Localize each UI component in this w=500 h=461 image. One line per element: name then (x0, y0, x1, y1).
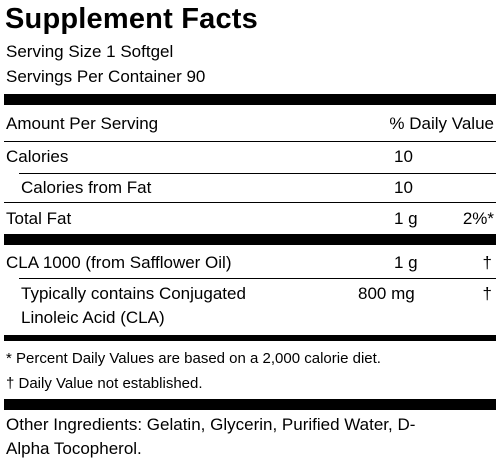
cla-daily-value: † (482, 253, 492, 272)
cla-content-label-line2: Linoleic Acid (CLA) (21, 308, 165, 327)
thick-divider (4, 94, 496, 105)
calories-from-fat-amount: 10 (394, 178, 413, 197)
other-ingredients-line1: Other Ingredients: Gelatin, Glycerin, Pu… (6, 415, 416, 434)
cla-content-amount: 800 mg (358, 284, 415, 303)
medium-divider (4, 335, 496, 341)
calories-label: Calories (6, 147, 69, 166)
cla-content-label-line1: Typically contains Conjugated (21, 284, 246, 303)
calories-from-fat-label: Calories from Fat (21, 178, 152, 197)
divider (19, 173, 496, 174)
total-fat-label: Total Fat (6, 209, 72, 228)
footnote-daily-values: * Percent Daily Values are based on a 2,… (6, 350, 381, 367)
footnote-not-established: † Daily Value not established. (6, 375, 203, 392)
daily-value-header: % Daily Value (389, 114, 494, 133)
divider (4, 141, 496, 142)
amount-per-serving-header: Amount Per Serving (6, 114, 159, 133)
divider (19, 278, 496, 279)
cla-label: CLA 1000 (from Safflower Oil) (6, 253, 232, 272)
servings-per-container: Servings Per Container 90 (6, 67, 206, 86)
panel-title: Supplement Facts (5, 3, 258, 35)
serving-size: Serving Size 1 Softgel (6, 42, 174, 61)
total-fat-daily-value: 2%* (462, 209, 494, 228)
total-fat-amount: 1 g (394, 209, 418, 228)
cla-amount: 1 g (394, 253, 418, 272)
other-ingredients-line2: Alpha Tocopherol. (6, 439, 142, 458)
divider (4, 202, 496, 203)
thick-divider (4, 234, 496, 245)
calories-amount: 10 (394, 147, 413, 166)
cla-content-daily-value: † (482, 284, 492, 303)
thick-divider (4, 399, 496, 410)
